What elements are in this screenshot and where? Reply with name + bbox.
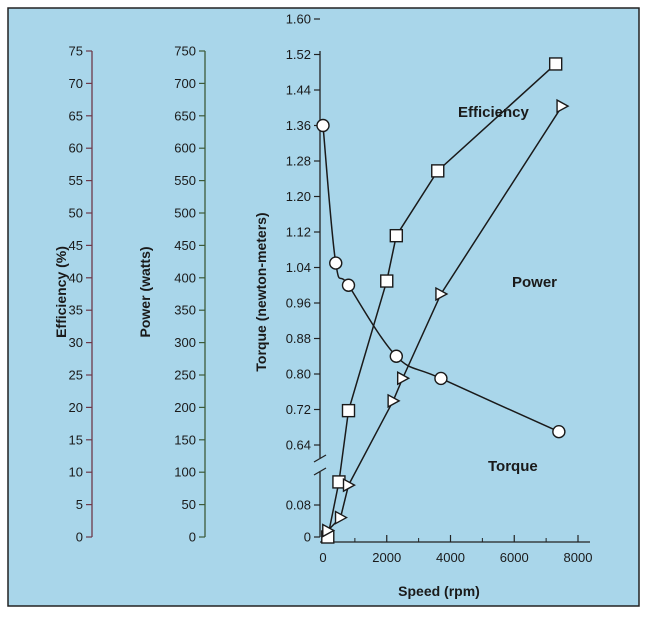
efficiency-tick-label: 25: [69, 368, 83, 383]
torque-tick-label: 0.08: [286, 498, 311, 513]
point-torque: [316, 118, 330, 133]
series-label-torque: Torque: [488, 458, 538, 475]
efficiency-tick-label: 40: [69, 270, 83, 285]
efficiency-tick-label: 55: [69, 173, 83, 188]
point-torque: [341, 278, 356, 292]
point-power: [342, 477, 356, 493]
x-tick-label: 8000: [564, 550, 593, 565]
efficiency-tick-label: 30: [69, 335, 83, 350]
efficiency-tick-label: 50: [69, 206, 83, 221]
x-tick-label: 2000: [372, 550, 401, 565]
power-tick-label: 500: [174, 206, 196, 221]
x-tick-label: 6000: [500, 550, 529, 565]
power-tick-label: 700: [174, 76, 196, 91]
efficiency-tick-label: 45: [69, 238, 83, 253]
torque-axis-break-mark: [313, 454, 327, 463]
efficiency-tick-label: 15: [69, 432, 83, 447]
torque-tick-label: 1.12: [286, 225, 311, 240]
power-tick-label: 250: [174, 368, 196, 383]
torque-tick-label: 1.28: [286, 154, 311, 169]
torque-tick-label: 1.60: [286, 12, 311, 27]
power-tick-label: 600: [174, 141, 196, 156]
point-torque: [434, 371, 448, 386]
torque-tick-label: 0.72: [286, 402, 311, 417]
point-efficiency: [341, 403, 356, 418]
power-tick-label: 150: [174, 432, 196, 447]
chart-background: [7, 7, 640, 607]
power-tick-label: 400: [174, 270, 196, 285]
torque-tick-label: 0.64: [286, 438, 311, 453]
efficiency-tick-label: 5: [76, 497, 83, 512]
efficiency-axis-label: Efficiency (%): [53, 246, 69, 338]
point-power: [396, 371, 411, 386]
torque-tick-label: 1.36: [286, 118, 311, 133]
power-tick-label: 750: [174, 44, 196, 59]
point-power: [556, 98, 570, 114]
efficiency-tick-label: 60: [69, 141, 83, 156]
x-tick-label: 4000: [436, 550, 465, 565]
power-tick-label: 300: [174, 335, 196, 350]
efficiency-tick-label: 75: [69, 44, 83, 59]
torque-tick-label: 0.96: [286, 296, 311, 311]
x-axis-label: Speed (rpm): [398, 583, 480, 599]
power-tick-label: 450: [174, 238, 196, 253]
point-power: [322, 523, 336, 538]
point-torque: [329, 256, 343, 270]
power-tick-label: 0: [189, 530, 196, 545]
point-power: [387, 393, 401, 409]
power-tick-label: 200: [174, 400, 196, 415]
torque-tick-label: 1.04: [286, 260, 311, 275]
efficiency-tick-label: 65: [69, 108, 83, 123]
series-line-torque: [322, 125, 560, 433]
point-efficiency: [548, 57, 563, 71]
point-power: [334, 510, 348, 525]
efficiency-tick-label: 0: [76, 530, 83, 545]
torque-tick-label: 0.80: [286, 367, 311, 382]
torque-tick-label: 1.44: [286, 83, 311, 98]
power-tick-label: 50: [182, 497, 196, 512]
point-power: [435, 286, 449, 302]
power-tick-label: 350: [174, 303, 196, 318]
x-tick-label: 0: [319, 550, 326, 565]
torque-tick-label: 0.88: [286, 331, 311, 346]
torque-tick-label: 1.52: [286, 47, 311, 62]
series-label-power: Power: [512, 274, 557, 291]
torque-tick-label: 1.20: [286, 189, 311, 204]
efficiency-tick-label: 20: [69, 400, 83, 415]
torque-axis-label: Torque (newton-meters): [253, 212, 269, 371]
power-axis-label: Power (watts): [137, 246, 153, 337]
point-efficiency: [380, 274, 394, 288]
point-efficiency: [431, 164, 445, 178]
power-tick-label: 650: [174, 108, 196, 123]
efficiency-tick-label: 70: [69, 76, 83, 91]
efficiency-tick-label: 35: [69, 303, 83, 318]
torque-tick-label: 0: [304, 530, 311, 545]
point-torque: [552, 424, 566, 439]
point-efficiency: [389, 228, 404, 243]
series-label-efficiency: Efficiency: [458, 104, 530, 121]
torque-axis-break-mark: [313, 467, 327, 476]
power-tick-label: 100: [174, 465, 196, 480]
efficiency-tick-label: 10: [69, 465, 83, 480]
power-tick-label: 550: [174, 173, 196, 188]
point-torque: [389, 349, 404, 363]
